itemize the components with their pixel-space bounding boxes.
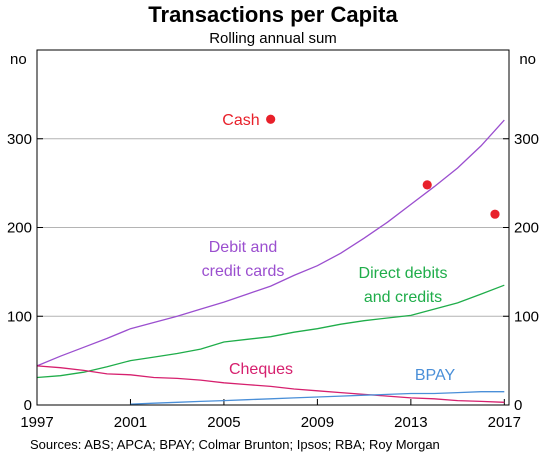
series-line xyxy=(130,391,505,405)
series-label: credit cards xyxy=(202,263,285,280)
series-line xyxy=(36,119,505,367)
x-tick-label: 2013 xyxy=(394,414,427,431)
x-tick-label: 2001 xyxy=(114,414,147,431)
tick-labels: 0 0 100 100 200 200 300 300 1997 2001 2005 2009 2013… xyxy=(7,131,539,431)
series-label: Direct debits xyxy=(359,265,448,282)
cash-point xyxy=(490,209,500,219)
series-lines xyxy=(36,119,505,405)
series-labels: Debit and credit cards Direct debits and cr… xyxy=(202,239,456,384)
y-tick-label-right: 200 xyxy=(514,220,539,237)
y-unit-left: no xyxy=(10,51,27,68)
cash-label: Cash xyxy=(222,112,259,129)
x-tick-label: 2009 xyxy=(301,414,334,431)
series-line xyxy=(36,365,505,403)
y-tick-label-left: 300 xyxy=(7,131,32,148)
series-label: Debit and xyxy=(209,239,278,256)
gridlines xyxy=(37,138,509,317)
x-tick-label: 1997 xyxy=(20,414,53,431)
series-line xyxy=(36,284,505,379)
y-tick-label-right: 100 xyxy=(514,308,539,325)
source-note: Sources: ABS; APCA; BPAY; Colmar Brunton… xyxy=(30,437,440,452)
chart-subtitle: Rolling annual sum xyxy=(209,30,337,47)
series-label: and credits xyxy=(364,289,442,306)
y-tick-label-left: 0 xyxy=(24,397,32,414)
cash-points: Cash xyxy=(222,112,500,219)
series-label: BPAY xyxy=(415,367,456,384)
y-tick-label-left: 200 xyxy=(7,220,32,237)
y-unit-right: no xyxy=(519,51,536,68)
x-tick-label: 2017 xyxy=(488,414,521,431)
y-tick-label-right: 300 xyxy=(514,131,539,148)
chart-title: Transactions per Capita xyxy=(148,2,398,27)
y-tick-label-left: 100 xyxy=(7,308,32,325)
plot-frame xyxy=(36,49,510,406)
cash-point xyxy=(266,114,276,124)
y-tick-label-right: 0 xyxy=(514,397,522,414)
cash-point xyxy=(422,180,432,190)
series-label: Cheques xyxy=(229,361,293,378)
x-tick-label: 2005 xyxy=(207,414,240,431)
